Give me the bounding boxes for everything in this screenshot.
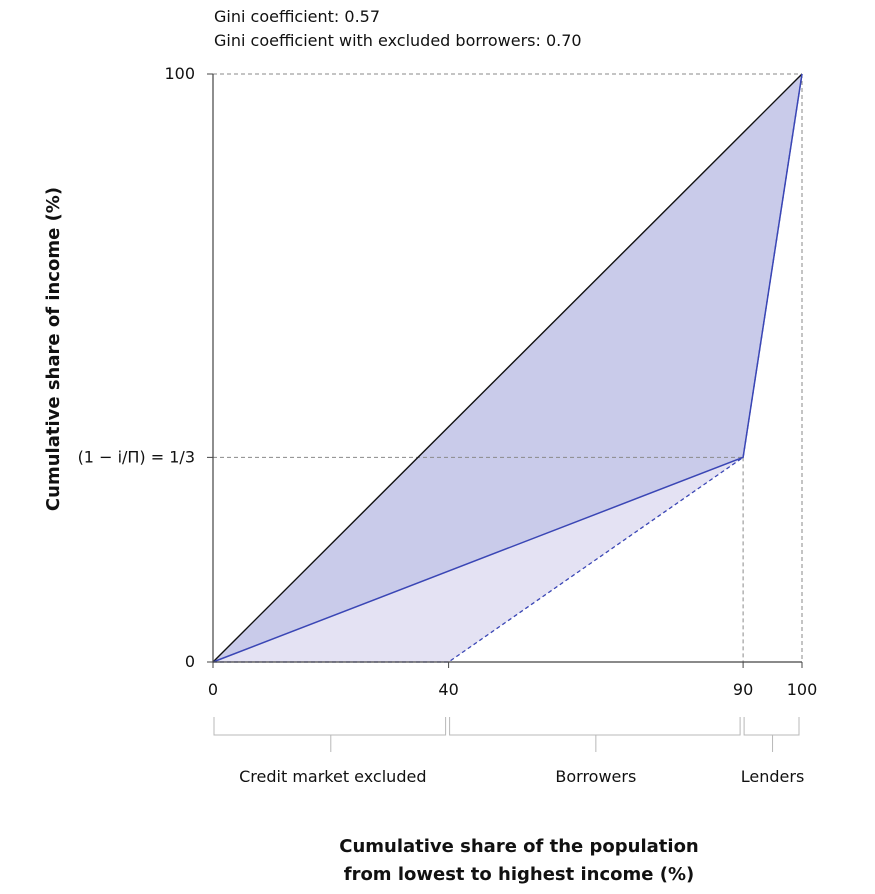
group-bracket-0 [213,717,447,752]
y-tick-label-0: 0 [185,652,195,671]
group-bracket-1 [449,717,741,752]
x-axis-title-line-1: Cumulative share of the population [339,836,699,857]
x-tick-label-2: 90 [733,680,753,699]
reference-lines [213,73,803,662]
group-label-2: Lenders [741,767,805,786]
lorenz-curve [212,73,803,663]
gini-excluded-note: Gini coefficient with excluded borrowers… [214,31,582,50]
region-solid-to-dashed [213,74,802,662]
x-tick-label-0: 0 [208,680,218,699]
gini-note: Gini coefficient: 0.57 [214,7,380,26]
group-label-1: Borrowers [555,767,636,786]
group-bracket-2 [743,717,800,752]
y-tick-label-1: (1 − i/Π) = 1/3 [78,447,195,466]
y-tick-label-2: 100 [164,64,195,83]
x-axis-title-line-2: from lowest to highest income (%) [344,864,695,885]
group-label-0: Credit market excluded [239,767,426,786]
x-tick-labels: 0 40 90 100 [208,662,817,699]
x-tick-label-3: 100 [787,680,818,699]
y-axis-title: Cumulative share of income (%) [43,187,64,511]
y-tick-labels: 0 (1 − i/Π) = 1/3 100 [78,64,213,671]
lorenz-curve-excluded [213,73,803,663]
x-tick-label-1: 40 [438,680,458,699]
population-groups: Credit market excluded Borrowers Lenders [213,717,805,786]
equality-line [212,73,803,663]
lorenz-curves [212,73,803,663]
axes [212,74,802,663]
